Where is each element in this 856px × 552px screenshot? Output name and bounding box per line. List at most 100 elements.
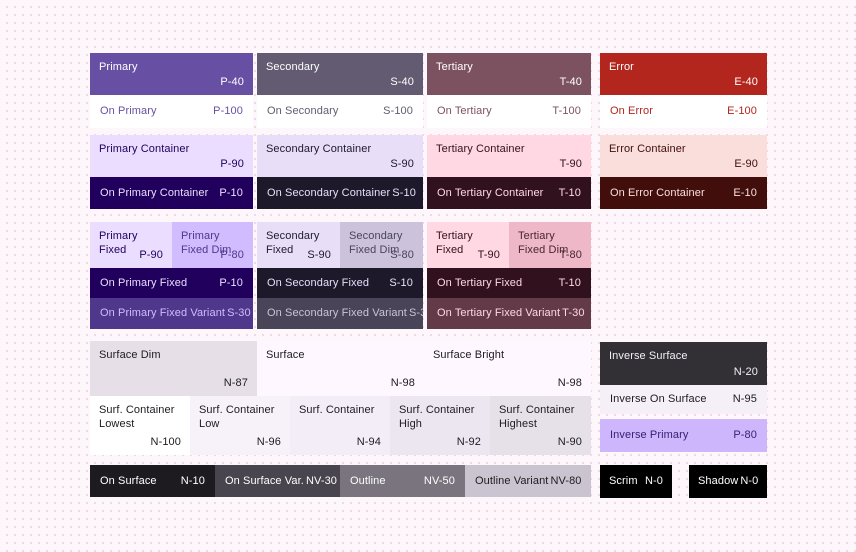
swatch-token: P-10 (219, 276, 243, 289)
swatch-token: T-10 (558, 186, 581, 199)
swatch-on-surface-variant[interactable]: On Surface Var. NV-30 (215, 465, 340, 497)
swatch-primary-fixed-dim[interactable]: Primary Fixed Dim P-80 (172, 222, 253, 268)
swatch-scrim[interactable]: Scrim N-0 (600, 465, 672, 498)
swatch-on-tertiary-fixed-variant[interactable]: On Tertiary Fixed Variant T-30 (427, 298, 591, 329)
swatch-error-container[interactable]: Error Container E-90 (600, 135, 767, 177)
swatch-label: Inverse On Surface (610, 393, 707, 406)
swatch-on-secondary-fixed[interactable]: On Secondary Fixed S-10 (257, 268, 423, 298)
swatch-on-error[interactable]: On Error E-100 (600, 95, 767, 128)
swatch-surf-container[interactable]: Surf. Container N-94 (290, 396, 390, 455)
swatch-token: P-10 (219, 186, 243, 199)
swatch-label: On Error (610, 105, 653, 118)
swatch-token: P-90 (220, 157, 244, 170)
swatch-label: On Primary Fixed Variant (100, 307, 226, 320)
swatch-secondary-fixed[interactable]: Secondary Fixed S-90 (257, 222, 340, 268)
swatch-shadow[interactable]: Shadow N-0 (689, 465, 767, 498)
swatch-token: N-90 (557, 435, 582, 448)
swatch-label: Primary Fixed Dim (181, 230, 232, 257)
swatch-surf-container-lowest[interactable]: Surf. Container Lowest N-100 (90, 396, 190, 455)
swatch-surf-container-low[interactable]: Surf. Container Low N-96 (190, 396, 290, 455)
swatch-label: On Secondary Container (267, 186, 391, 199)
swatch-label: On Secondary Fixed Variant (267, 307, 407, 320)
swatch-label: On Surface (100, 474, 157, 487)
swatch-label: Surf. Container Lowest (99, 404, 175, 431)
swatch-surf-container-highest[interactable]: Surf. Container Highest N-90 (490, 396, 591, 455)
swatch-outline[interactable]: Outline NV-50 (340, 465, 465, 497)
swatch-label: Inverse Surface (609, 350, 688, 362)
swatch-label: On Tertiary Fixed Variant (437, 307, 561, 320)
swatch-tertiary[interactable]: Tertiary T-40 (427, 53, 591, 95)
swatch-inverse-primary[interactable]: Inverse Primary P-80 (600, 419, 767, 452)
swatch-token: N-92 (456, 435, 481, 448)
swatch-on-tertiary-fixed[interactable]: On Tertiary Fixed T-10 (427, 268, 591, 298)
swatch-on-tertiary[interactable]: On Tertiary T-100 (427, 95, 591, 128)
swatch-label: On Tertiary Fixed (437, 276, 523, 289)
swatch-token: NV-80 (550, 474, 582, 487)
swatch-token: P-40 (220, 75, 244, 88)
swatch-label: Surf. Container High (399, 404, 475, 431)
swatch-on-primary-fixed-variant[interactable]: On Primary Fixed Variant S-30 (90, 298, 253, 329)
swatch-label: On Tertiary Container (437, 186, 544, 199)
swatch-surface-dim[interactable]: Surface Dim N-87 (90, 341, 257, 396)
swatch-token: S-30 (408, 307, 423, 320)
swatch-label: Secondary (266, 61, 320, 73)
swatch-label: Scrim (609, 475, 638, 488)
swatch-label: Surf. Container Low (199, 404, 275, 431)
swatch-primary[interactable]: Primary P-40 (90, 53, 253, 95)
swatch-on-primary[interactable]: On Primary P-100 (90, 95, 253, 128)
swatch-label: Error Container (609, 143, 686, 155)
swatch-on-error-container[interactable]: On Error Container E-10 (600, 177, 767, 209)
swatch-label: Tertiary Container (436, 143, 525, 155)
swatch-token: S-30 (227, 307, 251, 320)
swatch-tertiary-fixed[interactable]: Tertiary Fixed T-90 (427, 222, 509, 268)
swatch-surface[interactable]: Surface N-98 (257, 341, 424, 396)
swatch-label: On Primary (100, 105, 157, 118)
swatch-token: T-90 (559, 157, 582, 170)
swatch-surf-container-high[interactable]: Surf. Container High N-92 (390, 396, 490, 455)
swatch-label: Secondary Fixed (266, 230, 320, 257)
swatch-token: N-87 (223, 376, 248, 389)
swatch-token: S-40 (390, 75, 414, 88)
swatch-token: N-96 (256, 435, 281, 448)
swatch-label: Error (609, 61, 634, 73)
swatch-primary-container[interactable]: Primary Container P-90 (90, 135, 253, 177)
swatch-secondary-container[interactable]: Secondary Container S-90 (257, 135, 423, 177)
swatch-on-surface[interactable]: On Surface N-10 (90, 465, 215, 497)
swatch-primary-fixed[interactable]: Primary Fixed P-90 (90, 222, 172, 268)
swatch-label: Primary Container (99, 143, 190, 155)
swatch-token: S-10 (389, 276, 413, 289)
swatch-token: N-0 (740, 475, 759, 488)
swatch-token: S-90 (307, 248, 331, 261)
swatch-inverse-surface[interactable]: Inverse Surface N-20 (600, 342, 767, 385)
swatch-on-primary-container[interactable]: On Primary Container P-10 (90, 177, 253, 209)
swatch-token: E-100 (727, 105, 757, 118)
swatch-inverse-on-surface[interactable]: Inverse On Surface N-95 (600, 385, 767, 414)
swatch-on-secondary-fixed-variant[interactable]: On Secondary Fixed Variant S-30 (257, 298, 423, 329)
swatch-label: Inverse Primary (610, 429, 689, 442)
swatch-token: T-80 (559, 248, 582, 261)
swatch-surface-bright[interactable]: Surface Bright N-98 (424, 341, 591, 396)
swatch-secondary[interactable]: Secondary S-40 (257, 53, 423, 95)
swatch-token: T-10 (558, 276, 581, 289)
swatch-label: Outline (350, 474, 386, 487)
swatch-outline-variant[interactable]: Outline Variant NV-80 (465, 465, 591, 497)
swatch-token: S-100 (383, 105, 413, 118)
swatch-tertiary-fixed-dim[interactable]: Tertiary Fixed Dim T-80 (509, 222, 591, 268)
swatch-token: N-98 (557, 376, 582, 389)
swatch-secondary-fixed-dim[interactable]: Secondary Fixed Dim S-80 (340, 222, 423, 268)
swatch-token: P-80 (733, 429, 757, 442)
swatch-token: T-30 (562, 307, 585, 320)
swatch-tertiary-container[interactable]: Tertiary Container T-90 (427, 135, 591, 177)
swatch-token: N-95 (732, 393, 757, 406)
swatch-on-secondary[interactable]: On Secondary S-100 (257, 95, 423, 128)
swatch-token: T-40 (559, 75, 582, 88)
swatch-token: T-90 (477, 248, 500, 261)
swatch-on-tertiary-container[interactable]: On Tertiary Container T-10 (427, 177, 591, 209)
swatch-on-primary-fixed[interactable]: On Primary Fixed P-10 (90, 268, 253, 298)
swatch-on-secondary-container[interactable]: On Secondary Container S-10 (257, 177, 423, 209)
swatch-error[interactable]: Error E-40 (600, 53, 767, 95)
swatch-token: T-100 (552, 105, 581, 118)
swatch-token: N-98 (390, 376, 415, 389)
swatch-label: Primary Fixed (99, 230, 138, 257)
